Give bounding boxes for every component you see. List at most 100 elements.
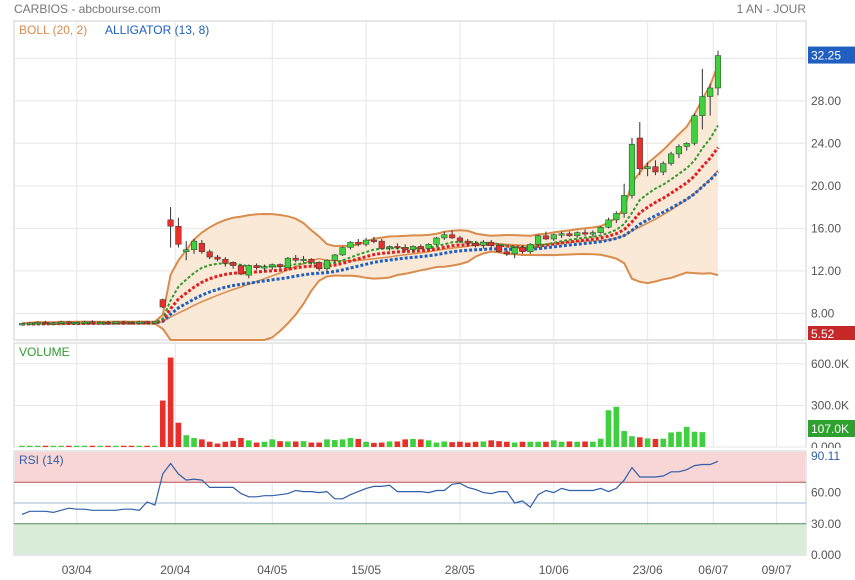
volume-bar: [183, 435, 190, 447]
x-tick-label: 04/05: [257, 563, 287, 577]
candle-body: [175, 225, 182, 245]
candle-body: [112, 321, 119, 324]
candle-down: [175, 217, 182, 248]
candle-up: [18, 322, 26, 326]
candle-up: [558, 231, 565, 238]
volume-bar: [136, 445, 143, 447]
volume-bar: [97, 445, 104, 447]
rsi-tick-label: 60.00: [811, 486, 841, 500]
candle-body: [683, 143, 690, 147]
volume-bar: [316, 442, 322, 447]
volume-bar: [214, 443, 221, 447]
candle-down: [402, 244, 409, 252]
volume-bar: [269, 439, 276, 447]
volume-bar: [629, 436, 635, 447]
volume-bars: [19, 357, 706, 447]
candle-body: [120, 321, 127, 324]
volume-bar: [277, 441, 283, 447]
volume-bar: [19, 445, 25, 447]
volume-bar: [206, 441, 213, 447]
candle-down: [503, 249, 510, 256]
candle-up: [331, 253, 338, 263]
volume-title: VOLUME: [19, 345, 70, 359]
candle-body: [425, 244, 432, 249]
candle-body: [386, 246, 393, 249]
candle-body: [230, 262, 237, 266]
candle-down: [198, 240, 205, 254]
candle-up: [284, 257, 291, 269]
volume-bar: [504, 441, 510, 447]
candle-body: [675, 146, 682, 155]
volume-bar: [535, 441, 541, 447]
volume-bar: [613, 406, 620, 447]
candle-body: [519, 247, 526, 252]
candle-body: [550, 234, 557, 240]
volume-bar: [660, 438, 667, 447]
candle-body: [42, 322, 49, 325]
candle-body: [589, 232, 596, 235]
candle-body: [441, 234, 448, 239]
volume-bar: [191, 437, 197, 447]
candle-body: [97, 322, 104, 325]
volume-bar: [89, 445, 96, 447]
volume-bar: [488, 440, 495, 447]
candle-body: [644, 166, 651, 170]
volume-bar: [34, 445, 41, 447]
candle-down: [120, 320, 127, 324]
volume-bar: [402, 439, 409, 447]
volume-bar: [558, 441, 565, 447]
candle-body: [206, 251, 213, 258]
candle-up: [112, 321, 119, 325]
candle-up: [691, 113, 698, 146]
volume-bar: [699, 432, 706, 447]
candle-up: [628, 137, 636, 199]
volume-bar: [676, 431, 682, 447]
volume-bar: [58, 445, 64, 447]
candle-up: [97, 321, 104, 325]
candle-body: [73, 322, 80, 325]
candle-up: [660, 161, 667, 176]
rsi-overbought-zone: [15, 452, 805, 483]
rsi-line: [21, 460, 719, 515]
candle-down: [253, 263, 260, 270]
candle-body: [668, 153, 675, 164]
candle-body: [50, 322, 57, 325]
volume-bar: [691, 431, 698, 447]
candle-down: [206, 249, 213, 260]
candle-body: [402, 247, 409, 250]
volume-bar: [245, 440, 252, 447]
candle-up: [433, 236, 440, 246]
volume-bar: [300, 441, 307, 447]
candle-up: [535, 234, 542, 246]
candle-up: [50, 321, 57, 325]
last-price-value: 32.25: [811, 49, 841, 63]
candle-body: [636, 137, 643, 170]
volume-bar: [621, 431, 627, 447]
volume-bar: [636, 437, 643, 447]
x-tick-label: 09/07: [762, 563, 792, 577]
candle-up: [668, 151, 675, 166]
candle-down: [581, 229, 589, 236]
volume-bar: [159, 400, 166, 447]
last-rsi-tag: 90.11: [808, 448, 855, 463]
candle-body: [136, 321, 143, 324]
volume-bar: [285, 441, 291, 447]
candle-down: [464, 238, 471, 247]
candle-up: [527, 243, 534, 254]
candle-body: [472, 242, 479, 246]
volume-bar: [73, 445, 80, 447]
volume-bar: [683, 426, 690, 447]
min-price-tag: 5.52: [808, 326, 855, 341]
candle-body: [605, 219, 612, 228]
candle-body: [292, 257, 299, 261]
price-candles: [18, 50, 722, 326]
candle-body: [707, 87, 714, 97]
volume-bar: [222, 441, 229, 447]
candle-up: [261, 264, 268, 271]
candle-body: [574, 232, 581, 237]
candle-body: [261, 266, 268, 269]
candle-body: [89, 321, 96, 324]
candle-down: [167, 207, 174, 248]
candle-body: [331, 254, 338, 261]
